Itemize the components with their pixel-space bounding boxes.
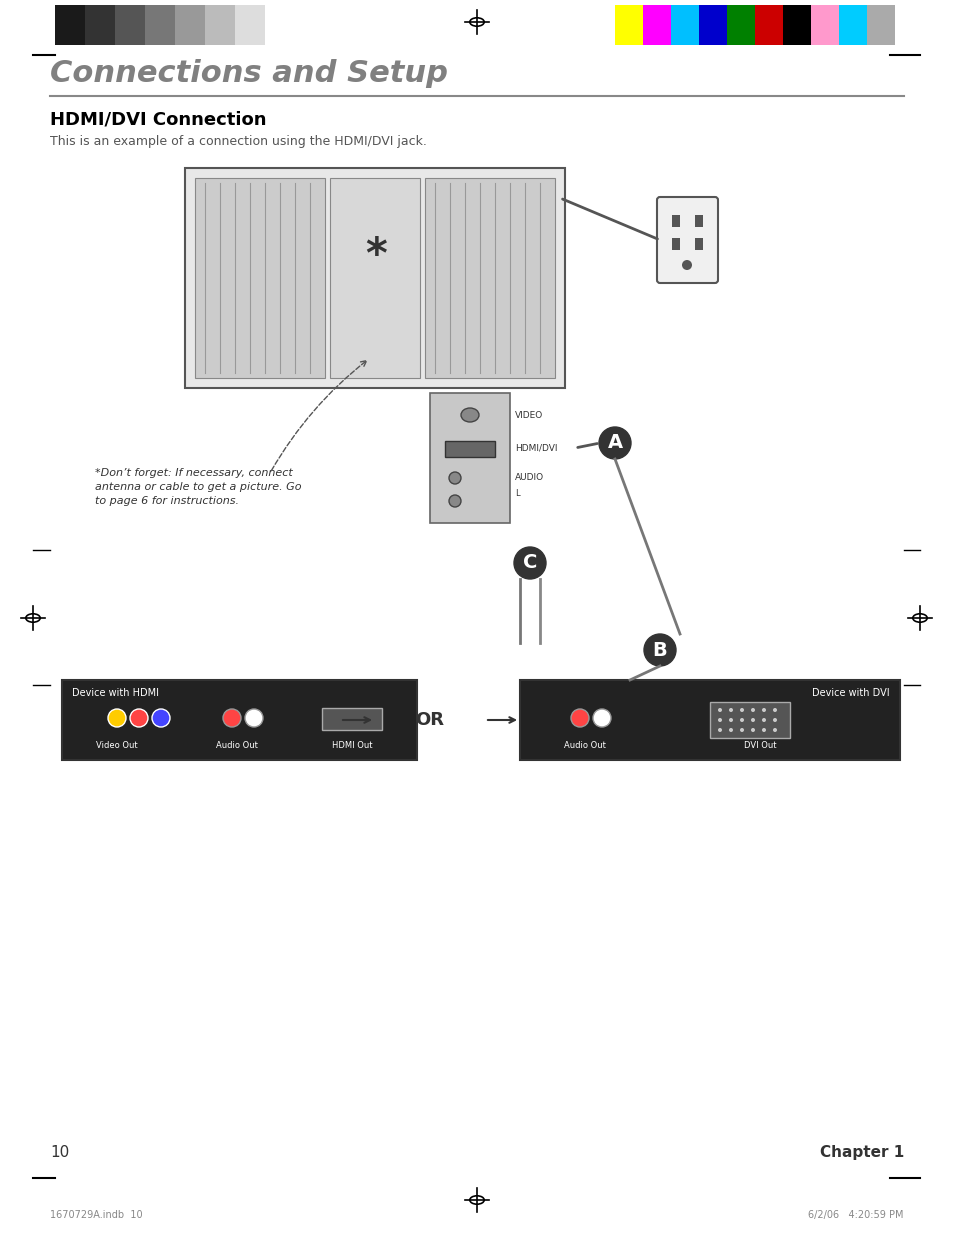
Text: Chapter 1: Chapter 1 xyxy=(819,1145,903,1160)
Text: Video Out: Video Out xyxy=(96,741,137,750)
Bar xyxy=(695,238,702,249)
Bar xyxy=(115,5,145,44)
Circle shape xyxy=(571,709,588,727)
Text: 10: 10 xyxy=(50,1145,70,1160)
Bar xyxy=(205,5,234,44)
Text: Audio Out: Audio Out xyxy=(215,741,257,750)
Circle shape xyxy=(718,727,721,732)
Circle shape xyxy=(152,709,170,727)
Text: Device with DVI: Device with DVI xyxy=(812,688,889,698)
Text: Device with HDMI: Device with HDMI xyxy=(71,688,159,698)
Text: AUDIO: AUDIO xyxy=(515,473,543,483)
Circle shape xyxy=(718,708,721,713)
Bar xyxy=(810,5,838,44)
FancyBboxPatch shape xyxy=(185,168,564,388)
Bar xyxy=(709,701,789,739)
Text: A: A xyxy=(607,433,622,452)
Bar xyxy=(670,5,699,44)
Circle shape xyxy=(750,727,754,732)
Bar xyxy=(838,5,866,44)
Bar xyxy=(695,215,702,227)
Circle shape xyxy=(750,708,754,713)
Circle shape xyxy=(245,709,263,727)
Circle shape xyxy=(761,727,765,732)
Circle shape xyxy=(740,718,743,722)
Circle shape xyxy=(108,709,126,727)
Circle shape xyxy=(772,718,776,722)
Bar xyxy=(726,5,754,44)
Circle shape xyxy=(728,727,732,732)
Bar xyxy=(642,5,670,44)
Text: DVI Out: DVI Out xyxy=(743,741,776,750)
Bar xyxy=(671,215,679,227)
Circle shape xyxy=(740,727,743,732)
Text: Connections and Setup: Connections and Setup xyxy=(50,59,448,88)
Ellipse shape xyxy=(460,408,478,422)
Ellipse shape xyxy=(449,495,460,508)
Bar xyxy=(145,5,174,44)
Text: *: * xyxy=(365,235,386,277)
Bar xyxy=(174,5,205,44)
Circle shape xyxy=(728,718,732,722)
Circle shape xyxy=(761,718,765,722)
Text: C: C xyxy=(522,553,537,573)
Circle shape xyxy=(740,708,743,713)
Bar xyxy=(754,5,782,44)
Circle shape xyxy=(514,547,545,579)
Text: B: B xyxy=(652,641,667,659)
Bar xyxy=(265,5,294,44)
Text: This is an example of a connection using the HDMI/DVI jack.: This is an example of a connection using… xyxy=(50,135,426,148)
Bar xyxy=(234,5,265,44)
Bar xyxy=(699,5,726,44)
Circle shape xyxy=(718,718,721,722)
Bar xyxy=(444,441,495,457)
Bar xyxy=(671,238,679,249)
FancyBboxPatch shape xyxy=(62,680,416,760)
Text: L: L xyxy=(515,489,519,498)
Circle shape xyxy=(772,708,776,713)
FancyBboxPatch shape xyxy=(519,680,899,760)
Text: HDMI/DVI Connection: HDMI/DVI Connection xyxy=(50,111,266,128)
Text: 6/2/06   4:20:59 PM: 6/2/06 4:20:59 PM xyxy=(807,1210,903,1220)
Bar xyxy=(424,178,555,378)
Circle shape xyxy=(643,634,676,666)
Circle shape xyxy=(598,427,630,459)
Bar xyxy=(322,708,381,730)
Circle shape xyxy=(593,709,610,727)
Bar xyxy=(782,5,810,44)
Bar xyxy=(430,393,510,522)
Text: VIDEO: VIDEO xyxy=(515,410,542,420)
Bar xyxy=(85,5,115,44)
Circle shape xyxy=(223,709,241,727)
Bar xyxy=(55,5,85,44)
Circle shape xyxy=(728,708,732,713)
Ellipse shape xyxy=(449,472,460,484)
FancyBboxPatch shape xyxy=(657,198,718,283)
Text: OR: OR xyxy=(416,711,444,729)
Circle shape xyxy=(761,708,765,713)
Circle shape xyxy=(750,718,754,722)
Text: HDMI/DVI: HDMI/DVI xyxy=(515,443,557,452)
Text: Audio Out: Audio Out xyxy=(563,741,605,750)
Circle shape xyxy=(772,727,776,732)
Text: HDMI Out: HDMI Out xyxy=(332,741,372,750)
Bar xyxy=(615,5,642,44)
Bar xyxy=(866,5,894,44)
Text: 1670729A.indb  10: 1670729A.indb 10 xyxy=(50,1210,143,1220)
Text: *Don’t forget: If necessary, connect
antenna or cable to get a picture. Go
to pa: *Don’t forget: If necessary, connect ant… xyxy=(95,468,301,506)
Ellipse shape xyxy=(681,261,691,270)
Bar xyxy=(330,178,419,378)
Bar xyxy=(194,178,325,378)
Circle shape xyxy=(130,709,148,727)
